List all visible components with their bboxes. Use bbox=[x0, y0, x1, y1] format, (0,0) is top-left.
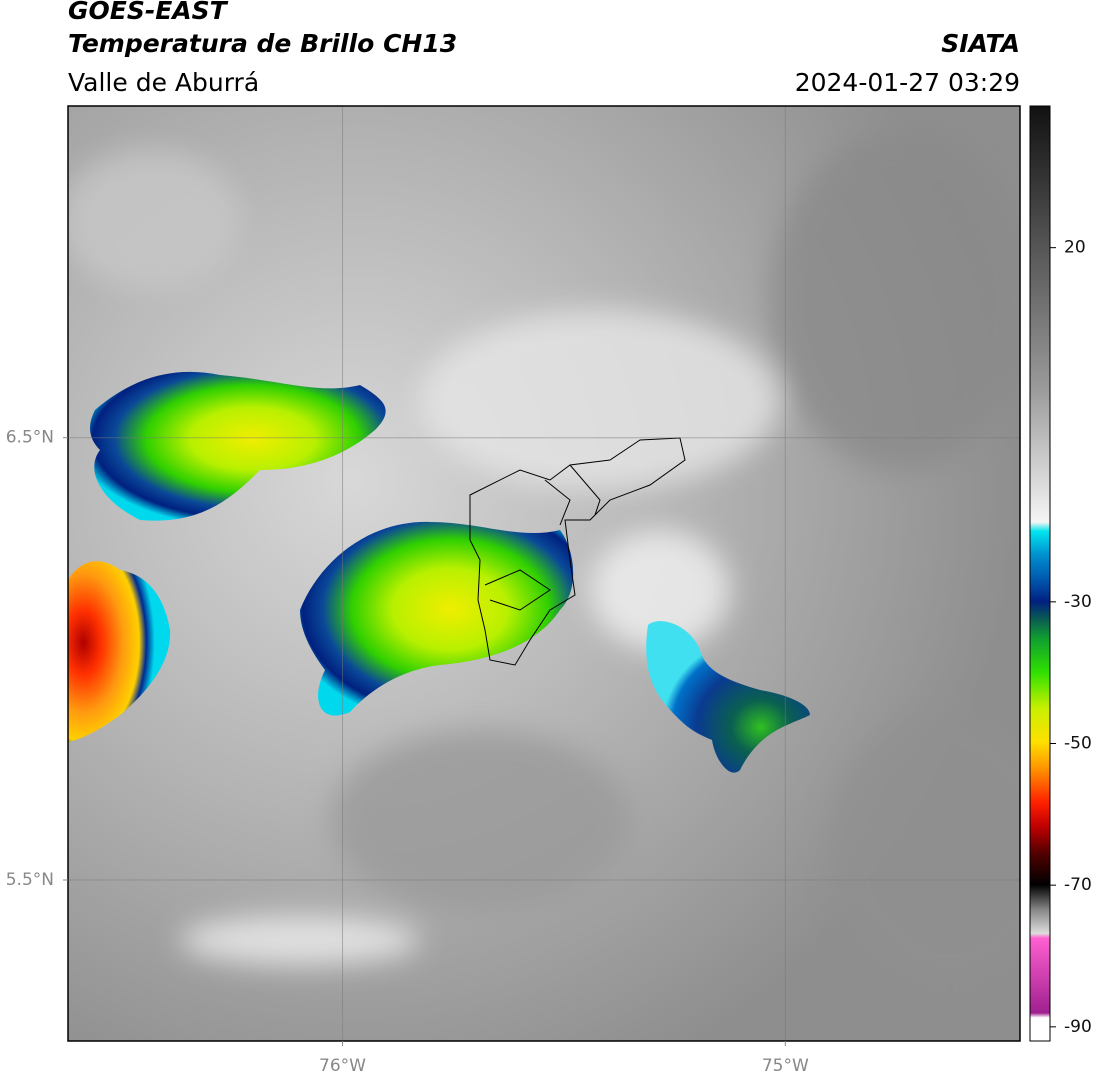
title: GOES-EAST bbox=[68, 0, 229, 25]
colorbar-tick-label: -90 bbox=[1064, 1017, 1092, 1037]
region: Valle de Aburrá bbox=[68, 68, 259, 97]
x-tick-label: 76°W bbox=[319, 1056, 366, 1076]
colorbar bbox=[1029, 105, 1051, 1042]
colorbar-tick-label: -70 bbox=[1064, 875, 1092, 895]
source: SIATA bbox=[941, 29, 1020, 58]
plot-frame bbox=[67, 105, 1021, 1042]
x-tick-label: 75°W bbox=[762, 1056, 809, 1076]
y-tick-label: 5.5°N bbox=[6, 870, 54, 890]
datetime: 2024-01-27 03:29 bbox=[795, 68, 1020, 97]
colorbar-tick-label: -50 bbox=[1064, 734, 1092, 754]
subtitle: Temperatura de Brillo CH13 bbox=[68, 29, 457, 58]
y-tick-label: 6.5°N bbox=[6, 428, 54, 448]
grid bbox=[68, 106, 1020, 1041]
colorbar-tick-label: 20 bbox=[1064, 238, 1086, 258]
satellite-image bbox=[68, 106, 1020, 1041]
colorbar-tick-label: -30 bbox=[1064, 592, 1092, 612]
